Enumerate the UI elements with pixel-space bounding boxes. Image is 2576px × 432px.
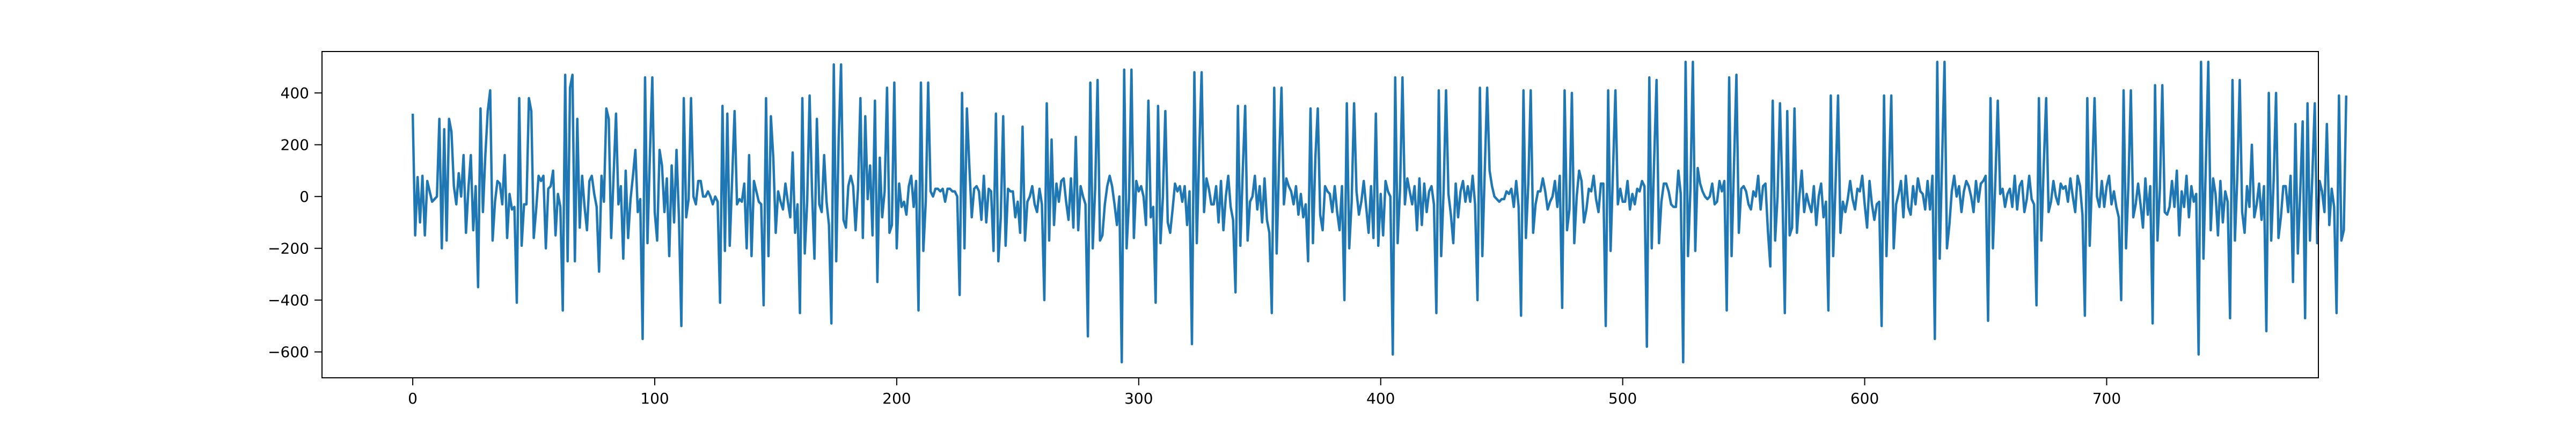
y-tick-label: 400 — [281, 84, 309, 102]
x-tick-label: 400 — [1366, 390, 1395, 407]
x-tick-label: 100 — [640, 390, 669, 407]
plot-layer — [411, 61, 2348, 364]
x-tick-label: 600 — [1850, 390, 1879, 407]
y-tick-label: −400 — [268, 291, 309, 309]
x-axis: 0 100 200 300 400 500 600 700 — [408, 378, 2121, 407]
x-tick-label: 0 — [408, 390, 418, 407]
x-tick-label: 700 — [2092, 390, 2121, 407]
x-tick-label: 200 — [882, 390, 911, 407]
y-tick-label: 200 — [281, 136, 309, 154]
x-tick-label: 500 — [1608, 390, 1637, 407]
plot-frame — [321, 51, 2319, 378]
y-tick-label: −600 — [268, 343, 309, 361]
x-tick-label: 300 — [1124, 390, 1153, 407]
y-tick-label: 0 — [299, 188, 309, 206]
series-line-0 — [411, 61, 2348, 364]
y-axis: −600 −400 −200 0 200 400 — [268, 84, 322, 361]
y-tick-label: −200 — [268, 240, 309, 258]
